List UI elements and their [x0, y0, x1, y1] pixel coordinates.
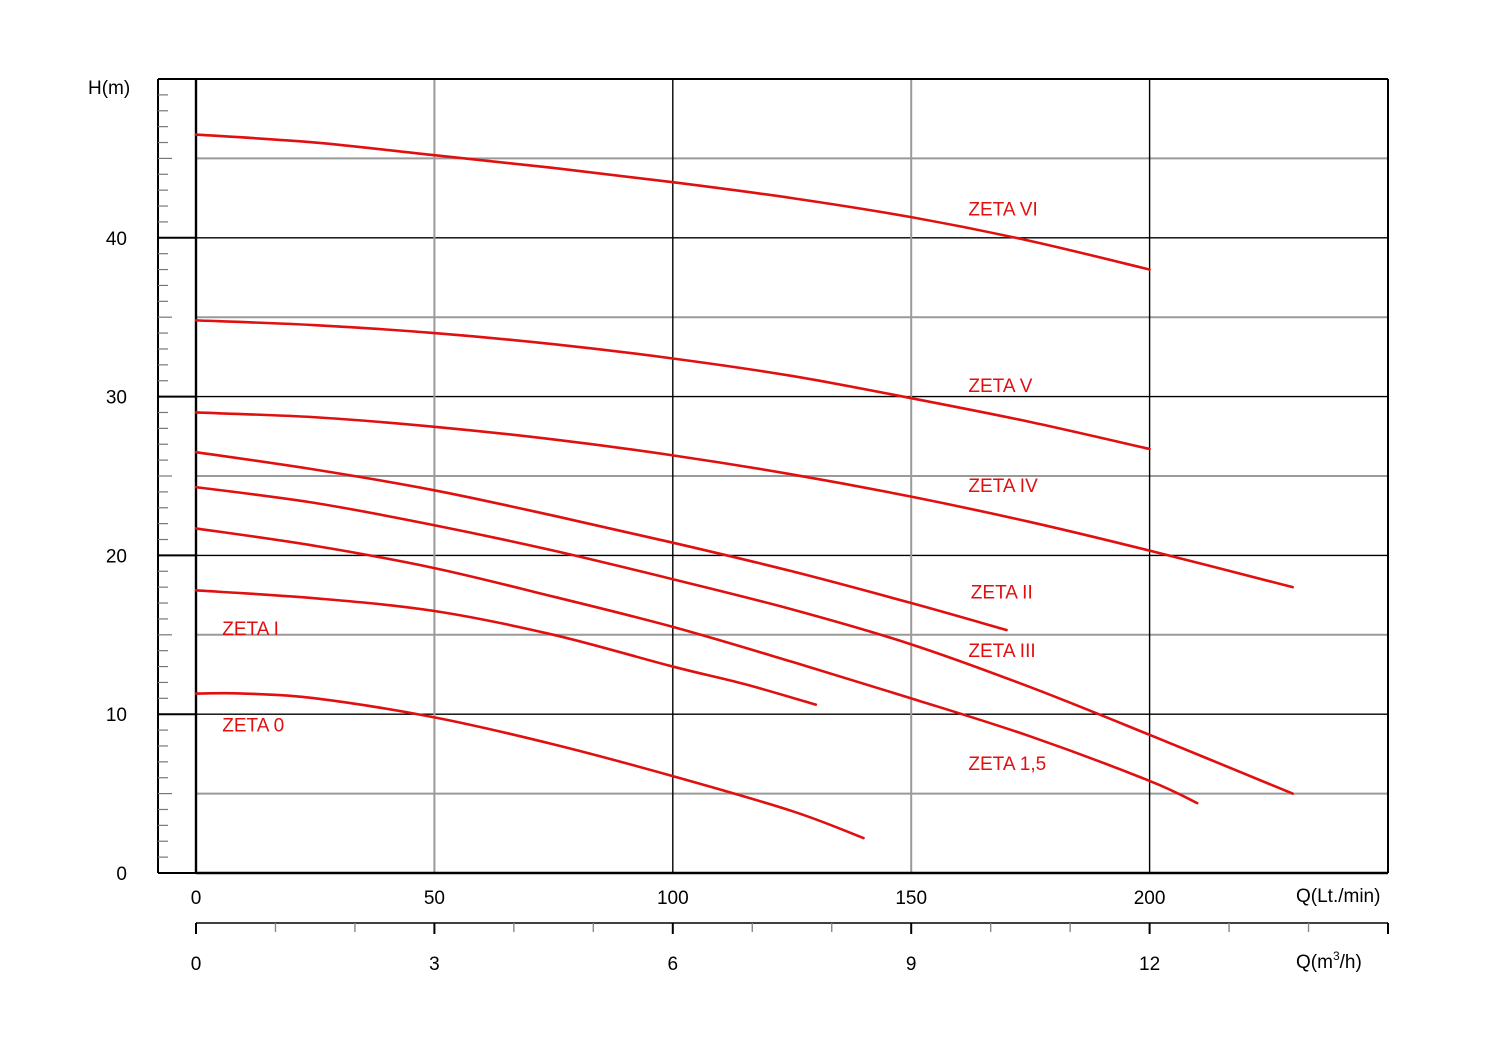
x-axis-lpm: 0 50 100 150 200: [191, 888, 1166, 909]
x2-tick-label: 6: [668, 954, 679, 975]
x-tick-label: 200: [1134, 888, 1166, 909]
x-tick-label: 0: [191, 888, 202, 909]
y-axis-label: H(m): [88, 78, 130, 99]
x2-axis-label: Q(m3/h): [1296, 949, 1362, 973]
x-tick-label: 100: [657, 888, 689, 909]
series-labels: ZETA VI ZETA V ZETA IV ZETA II ZETA III ZETA …: [222, 200, 1046, 775]
series-label-zeta-ii: ZETA II: [971, 582, 1033, 603]
y-tick-label: 40: [106, 229, 127, 250]
curve-zeta-iv: [194, 411, 1294, 589]
series-curves: [194, 133, 1294, 840]
curve-zeta-ii: [194, 450, 1008, 632]
curve-zeta-0: [194, 691, 865, 840]
x2-tick-label: 9: [906, 954, 917, 975]
x-axis-label: Q(Lt./min): [1296, 886, 1380, 907]
plot-frame: [194, 78, 1389, 875]
series-label-zeta-iii: ZETA III: [968, 641, 1035, 662]
series-label-zeta-i: ZETA I: [222, 619, 279, 640]
curve-zeta-iii: [194, 485, 1294, 795]
series-label-zeta-vi: ZETA VI: [968, 200, 1037, 221]
curve-zeta-vi: [194, 133, 1151, 271]
y-tick-label: 20: [106, 546, 127, 567]
x-tick-label: 50: [424, 888, 445, 909]
curve-zeta-1-5: [194, 527, 1199, 805]
x-axis-m3h: 0 3 6 9 12: [191, 922, 1389, 975]
x2-axis-label-tail: /h): [1340, 952, 1362, 973]
curve-zeta-i: [194, 589, 818, 706]
y-tick-label: 30: [106, 388, 127, 409]
x-tick-label: 150: [895, 888, 927, 909]
y-tick-label: 0: [116, 864, 127, 885]
grid: [196, 79, 1388, 873]
series-label-zeta-iv: ZETA IV: [968, 476, 1038, 497]
series-label-zeta-0: ZETA 0: [222, 716, 284, 737]
y-tick-label: 10: [106, 705, 127, 726]
x2-tick-label: 3: [429, 954, 440, 975]
x2-axis-label-superscript: 3: [1333, 949, 1340, 963]
x2-tick-label: 12: [1139, 954, 1160, 975]
x2-tick-label: 0: [191, 954, 202, 975]
y-axis: 0 10 20 30 40: [106, 78, 196, 885]
curve-zeta-v: [194, 319, 1151, 451]
x2-axis-label-main: Q(m: [1296, 952, 1333, 973]
series-label-zeta-1-5: ZETA 1,5: [968, 754, 1046, 775]
series-label-zeta-v: ZETA V: [968, 376, 1032, 397]
